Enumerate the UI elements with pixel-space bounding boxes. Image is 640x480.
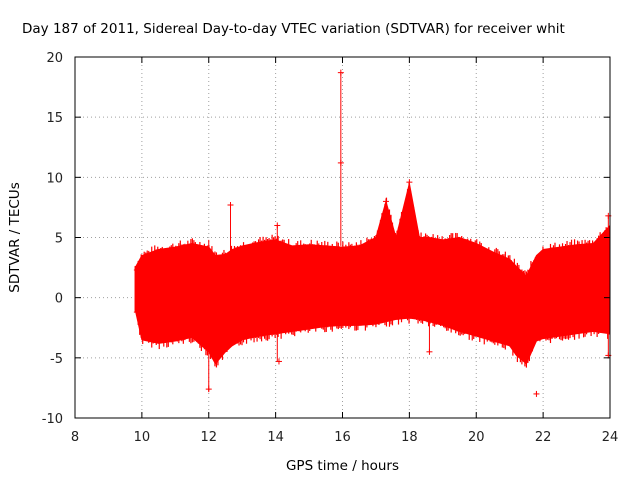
data-point: [533, 390, 540, 397]
y-tick-label: 5: [55, 232, 63, 247]
y-tick-label: -10: [42, 412, 63, 427]
x-tick-label: 14: [267, 430, 284, 445]
y-tick-label: -5: [50, 352, 63, 367]
x-axis: 8 10 12 14 16 18 20 22 24: [71, 57, 618, 445]
x-axis-label: GPS time / hours: [286, 458, 399, 474]
y-tick-label: 20: [46, 51, 63, 66]
data-point: [133, 266, 140, 273]
x-tick-label: 12: [200, 430, 217, 445]
x-tick-label: 18: [401, 430, 418, 445]
y-tick-label: 10: [46, 171, 63, 186]
data-point: [205, 386, 212, 393]
data-point: [406, 179, 413, 186]
data-point: [337, 69, 344, 76]
x-tick-label: 20: [468, 430, 485, 445]
data-point: [382, 198, 389, 205]
x-tick-label: 16: [334, 430, 351, 445]
x-tick-label: 10: [134, 430, 151, 445]
x-tick-label: 22: [535, 430, 552, 445]
x-tick-label: 24: [602, 430, 619, 445]
grid: [75, 57, 610, 418]
data-point: [227, 202, 234, 209]
data-layer: [133, 69, 612, 397]
data-point: [133, 309, 140, 316]
chart-title: Day 187 of 2011, Sidereal Day-to-day VTE…: [22, 21, 565, 37]
y-axis: -10 -5 0 5 10 15 20: [42, 51, 610, 427]
data-point: [275, 358, 282, 365]
data-point: [337, 159, 344, 166]
data-point: [274, 222, 281, 229]
y-tick-label: 0: [55, 292, 63, 307]
y-axis-label: SDTVAR / TECUs: [7, 182, 23, 292]
x-tick-label: 8: [71, 430, 79, 445]
data-point: [426, 348, 433, 355]
y-tick-label: 15: [46, 111, 63, 126]
